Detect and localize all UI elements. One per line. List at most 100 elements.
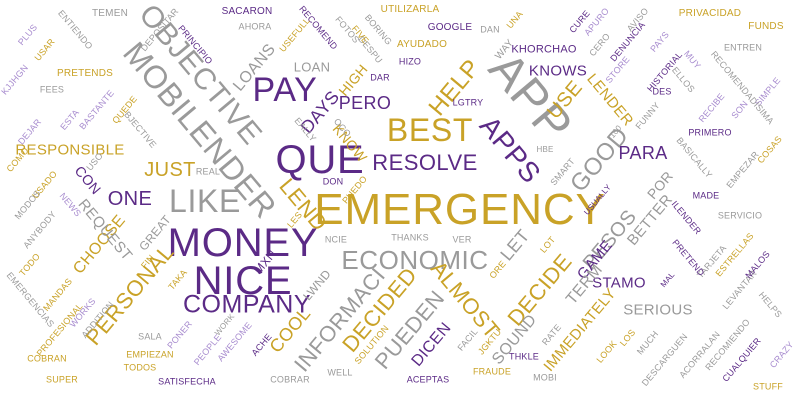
word: ANYBODY	[21, 209, 59, 251]
word: HBE	[536, 145, 554, 154]
word: ELLOS	[669, 65, 697, 95]
word: COBRAN	[27, 353, 67, 364]
word: VER	[452, 234, 472, 245]
word: ESTA	[58, 107, 82, 132]
word: DAR	[370, 72, 390, 83]
word: SERIOUS	[623, 301, 693, 319]
word: MUCH	[634, 328, 661, 357]
word: FRAUDE	[472, 366, 512, 377]
word: CRAZY	[767, 339, 796, 370]
word: ACEPTAS	[406, 374, 450, 385]
word: KJJHGN	[0, 62, 31, 97]
word: REAL	[195, 166, 221, 177]
word: BJECTIVE	[122, 109, 159, 150]
word: PRETEND	[670, 237, 707, 278]
word: EMPEZAR	[724, 149, 761, 191]
word: STAMO	[592, 274, 646, 292]
word: PRETENDS	[56, 68, 114, 79]
word: TODO	[17, 251, 42, 279]
word: QUE	[275, 138, 365, 182]
word: ONE	[107, 188, 153, 210]
word: BASTANTE	[77, 87, 116, 132]
word: FEES	[39, 84, 65, 95]
word: TODOS	[123, 362, 157, 373]
word: COMO	[4, 145, 31, 174]
word: COMPANY	[182, 290, 312, 319]
word: AHORA	[238, 21, 272, 32]
word: BEST	[386, 112, 474, 148]
word: PERO	[338, 93, 392, 113]
word: AYUDADO	[396, 39, 448, 50]
word: BASICALLY	[674, 135, 715, 181]
word: EMPIEZAN	[126, 349, 174, 360]
word: DAN	[480, 24, 500, 35]
word: MANDAS	[41, 276, 75, 314]
word: DES	[652, 86, 672, 97]
word: CERO	[587, 31, 613, 59]
word: DECIDE	[502, 248, 577, 331]
word: PARA	[618, 143, 668, 163]
word: TAKA	[166, 267, 190, 292]
word: NICE	[193, 259, 293, 303]
word: FUNNY	[633, 100, 662, 132]
word: THANKS	[391, 232, 429, 243]
word: DON	[322, 176, 344, 187]
word: PAYS	[648, 29, 671, 54]
word: WELL	[327, 367, 353, 378]
word: LOOK	[594, 338, 619, 365]
word: THKLE	[509, 351, 539, 362]
word: TEMEN	[92, 8, 128, 19]
word: ENTREN	[723, 42, 763, 53]
word: ORE	[487, 258, 508, 281]
word: LGTRY	[452, 97, 484, 108]
word: EMERGENCY	[314, 185, 606, 234]
word: LIKE	[169, 183, 241, 219]
word: FUNDS	[748, 21, 784, 32]
word: SUPER	[46, 374, 78, 385]
word: LWND	[300, 266, 334, 304]
word: USEFULL	[277, 15, 312, 54]
word: MODOS	[12, 188, 43, 222]
word: RECIBE	[696, 91, 727, 125]
word: ENTIENDO	[56, 8, 95, 52]
word: COSAS	[755, 134, 784, 166]
word: USAR	[32, 36, 57, 63]
word: JUST	[144, 159, 196, 181]
word: STUFF	[753, 381, 783, 392]
word: MOBI	[533, 372, 557, 383]
word: MALOS	[743, 249, 772, 281]
word: SERVICIO	[717, 210, 763, 221]
word: POR	[643, 167, 677, 203]
word: COBRAR	[270, 374, 310, 385]
word: KNOWS	[528, 62, 588, 80]
word: HELP	[423, 54, 486, 122]
word: NCIE	[324, 234, 348, 245]
word: PLUS	[15, 22, 40, 48]
word: KHORCHAO	[511, 43, 577, 56]
word: HELPS	[756, 289, 784, 320]
word: SACARON	[221, 6, 273, 17]
word: ECONOMIC	[341, 245, 489, 275]
word: MUY	[681, 48, 703, 71]
word: PRIVACIDAD	[678, 8, 742, 19]
word: UTILIZARLA	[380, 4, 440, 15]
word: UNA	[504, 8, 525, 31]
word: PAY	[252, 71, 318, 109]
word: SON	[729, 98, 750, 121]
word: GOOGLE	[427, 22, 473, 33]
word: LOS	[617, 327, 638, 349]
word: SALA	[138, 331, 162, 342]
word: RESOLVE	[372, 150, 478, 175]
word: MONEY	[167, 221, 319, 265]
word: RESPONSIBLE	[15, 141, 125, 159]
word: ILENDER	[669, 199, 704, 237]
word: PEOPLE	[191, 332, 224, 368]
word: HIZO	[398, 56, 422, 67]
word: PONER	[165, 318, 195, 351]
word: SATISFECHA	[158, 376, 216, 387]
word: MADE	[692, 190, 720, 201]
word: MAL	[658, 270, 677, 290]
word: LOAN	[293, 59, 331, 75]
word: PRIMERO	[688, 127, 732, 138]
